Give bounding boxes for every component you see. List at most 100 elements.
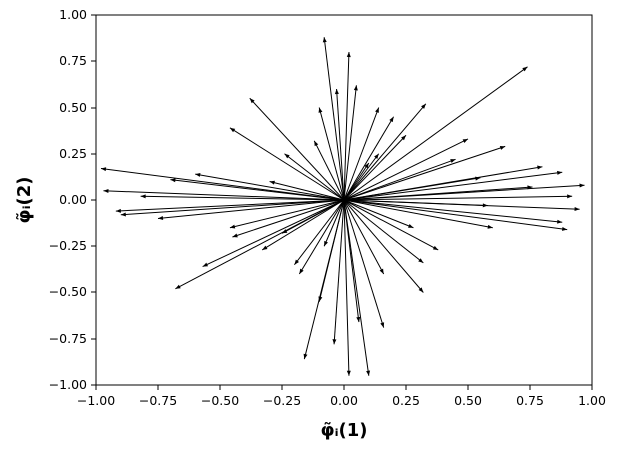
x-tick-label: −1.00	[77, 393, 115, 408]
vector-arrow	[343, 199, 424, 264]
y-tick-label: −0.25	[49, 238, 87, 253]
vector-arrowhead	[374, 153, 379, 159]
vector-arrowhead	[120, 212, 126, 217]
vector-arrowhead	[346, 52, 351, 58]
vector-arrowhead	[567, 194, 573, 199]
vector-arrowhead	[401, 135, 406, 141]
vector-arrowhead	[195, 172, 201, 177]
vector-arrow	[298, 199, 345, 275]
vector-arrowhead	[318, 107, 323, 113]
x-axis: −1.00 −0.75 −0.50 −0.25 0.00 0.25 0.50 0…	[77, 385, 606, 441]
vector-arrowhead	[499, 146, 506, 150]
vector-arrowhead	[389, 116, 394, 123]
vector-arrowhead	[421, 103, 426, 109]
vector-arrowhead	[232, 233, 238, 238]
vector-arrow	[343, 162, 370, 201]
vector-arrowhead	[353, 85, 358, 91]
vector-arrowhead	[418, 258, 424, 263]
vector-arrow	[343, 199, 563, 223]
vector-arrow	[343, 51, 350, 201]
vector-arrowhead	[379, 268, 384, 274]
vector-arrowhead	[561, 226, 568, 231]
y-tick-label: 0.00	[59, 192, 87, 207]
vector-arrow	[157, 199, 345, 219]
vector-arrow	[261, 199, 345, 251]
vector-arrowhead	[100, 167, 107, 172]
vector-arrow	[232, 199, 345, 238]
vector-arrow	[343, 66, 528, 201]
vector-arrow	[343, 195, 573, 201]
vector-arrow	[343, 85, 357, 201]
vector-arrow	[318, 107, 345, 201]
vector-arrowhead	[364, 163, 369, 169]
vector-arrow	[249, 97, 345, 201]
vector-arrowhead	[574, 207, 580, 212]
vector-arrow	[336, 88, 345, 201]
vector-arrow	[343, 171, 563, 201]
vector-arrow	[303, 199, 345, 360]
vector-arrow	[323, 199, 345, 247]
y-tick-label: 0.75	[59, 53, 87, 68]
vector-arrowhead	[262, 245, 268, 250]
vector-arrow	[343, 199, 385, 275]
vector-arrow	[343, 145, 506, 201]
vector-arrow	[343, 153, 380, 201]
vector-arrow	[313, 140, 345, 201]
y-tick-label: 0.25	[59, 146, 87, 161]
vector-arrowhead	[462, 138, 468, 143]
vector-arrowhead	[487, 224, 493, 229]
vector-arrowhead	[537, 165, 543, 170]
vector-arrowhead	[418, 287, 424, 293]
vector-arrow	[140, 195, 345, 201]
vector-arrow	[343, 199, 424, 293]
vector-arrow	[195, 173, 345, 201]
x-axis-label: φ̃ᵢ(1)	[320, 420, 367, 441]
x-tick-label: 0.00	[330, 393, 358, 408]
vector-arrowhead	[175, 284, 181, 289]
vector-arrowhead	[375, 107, 379, 113]
vector-arrowhead	[432, 245, 439, 250]
vector-arrow	[269, 181, 345, 201]
vector-arrow	[115, 199, 345, 212]
vector-arrowhead	[103, 188, 109, 193]
vector-arrow	[323, 37, 345, 201]
vector-arrowhead	[284, 153, 290, 159]
vector-arrow	[229, 199, 345, 229]
vector-arrow	[343, 199, 385, 328]
vector-arrowhead	[303, 353, 308, 360]
vector-arrow	[343, 158, 456, 201]
vector-arrow	[343, 199, 439, 251]
vector-arrowhead	[158, 216, 164, 220]
vector-arrow	[100, 168, 345, 201]
x-tick-label: 0.75	[516, 393, 544, 408]
vector-arrow	[229, 127, 345, 201]
vector-field	[100, 37, 585, 376]
x-tick-label: 0.50	[454, 393, 482, 408]
vector-arrow	[343, 199, 580, 210]
vector-arrow	[294, 199, 345, 266]
vector-arrow	[343, 199, 568, 231]
vector-arrowhead	[229, 127, 236, 133]
x-tick-label: −0.25	[263, 393, 301, 408]
y-tick-label: −0.75	[49, 331, 87, 346]
x-tick-label: 1.00	[578, 393, 606, 408]
vector-arrowhead	[269, 180, 275, 185]
y-tick-label: 1.00	[59, 7, 87, 22]
vector-arrowhead	[314, 140, 319, 147]
vector-arrow	[175, 199, 345, 290]
vector-arrow	[343, 199, 493, 229]
x-tick-label: −0.50	[201, 393, 239, 408]
vector-arrowhead	[380, 322, 385, 328]
vector-arrowhead	[229, 224, 236, 229]
vector-arrow	[343, 199, 370, 376]
vector-arrowhead	[332, 339, 337, 345]
vector-arrow	[120, 199, 345, 216]
y-tick-label: 0.50	[59, 100, 87, 115]
vector-arrowhead	[346, 370, 351, 376]
vector-arrow	[343, 138, 469, 201]
vector-arrow	[343, 103, 427, 201]
vector-arrowhead	[249, 98, 255, 104]
x-tick-label: −0.75	[139, 393, 177, 408]
